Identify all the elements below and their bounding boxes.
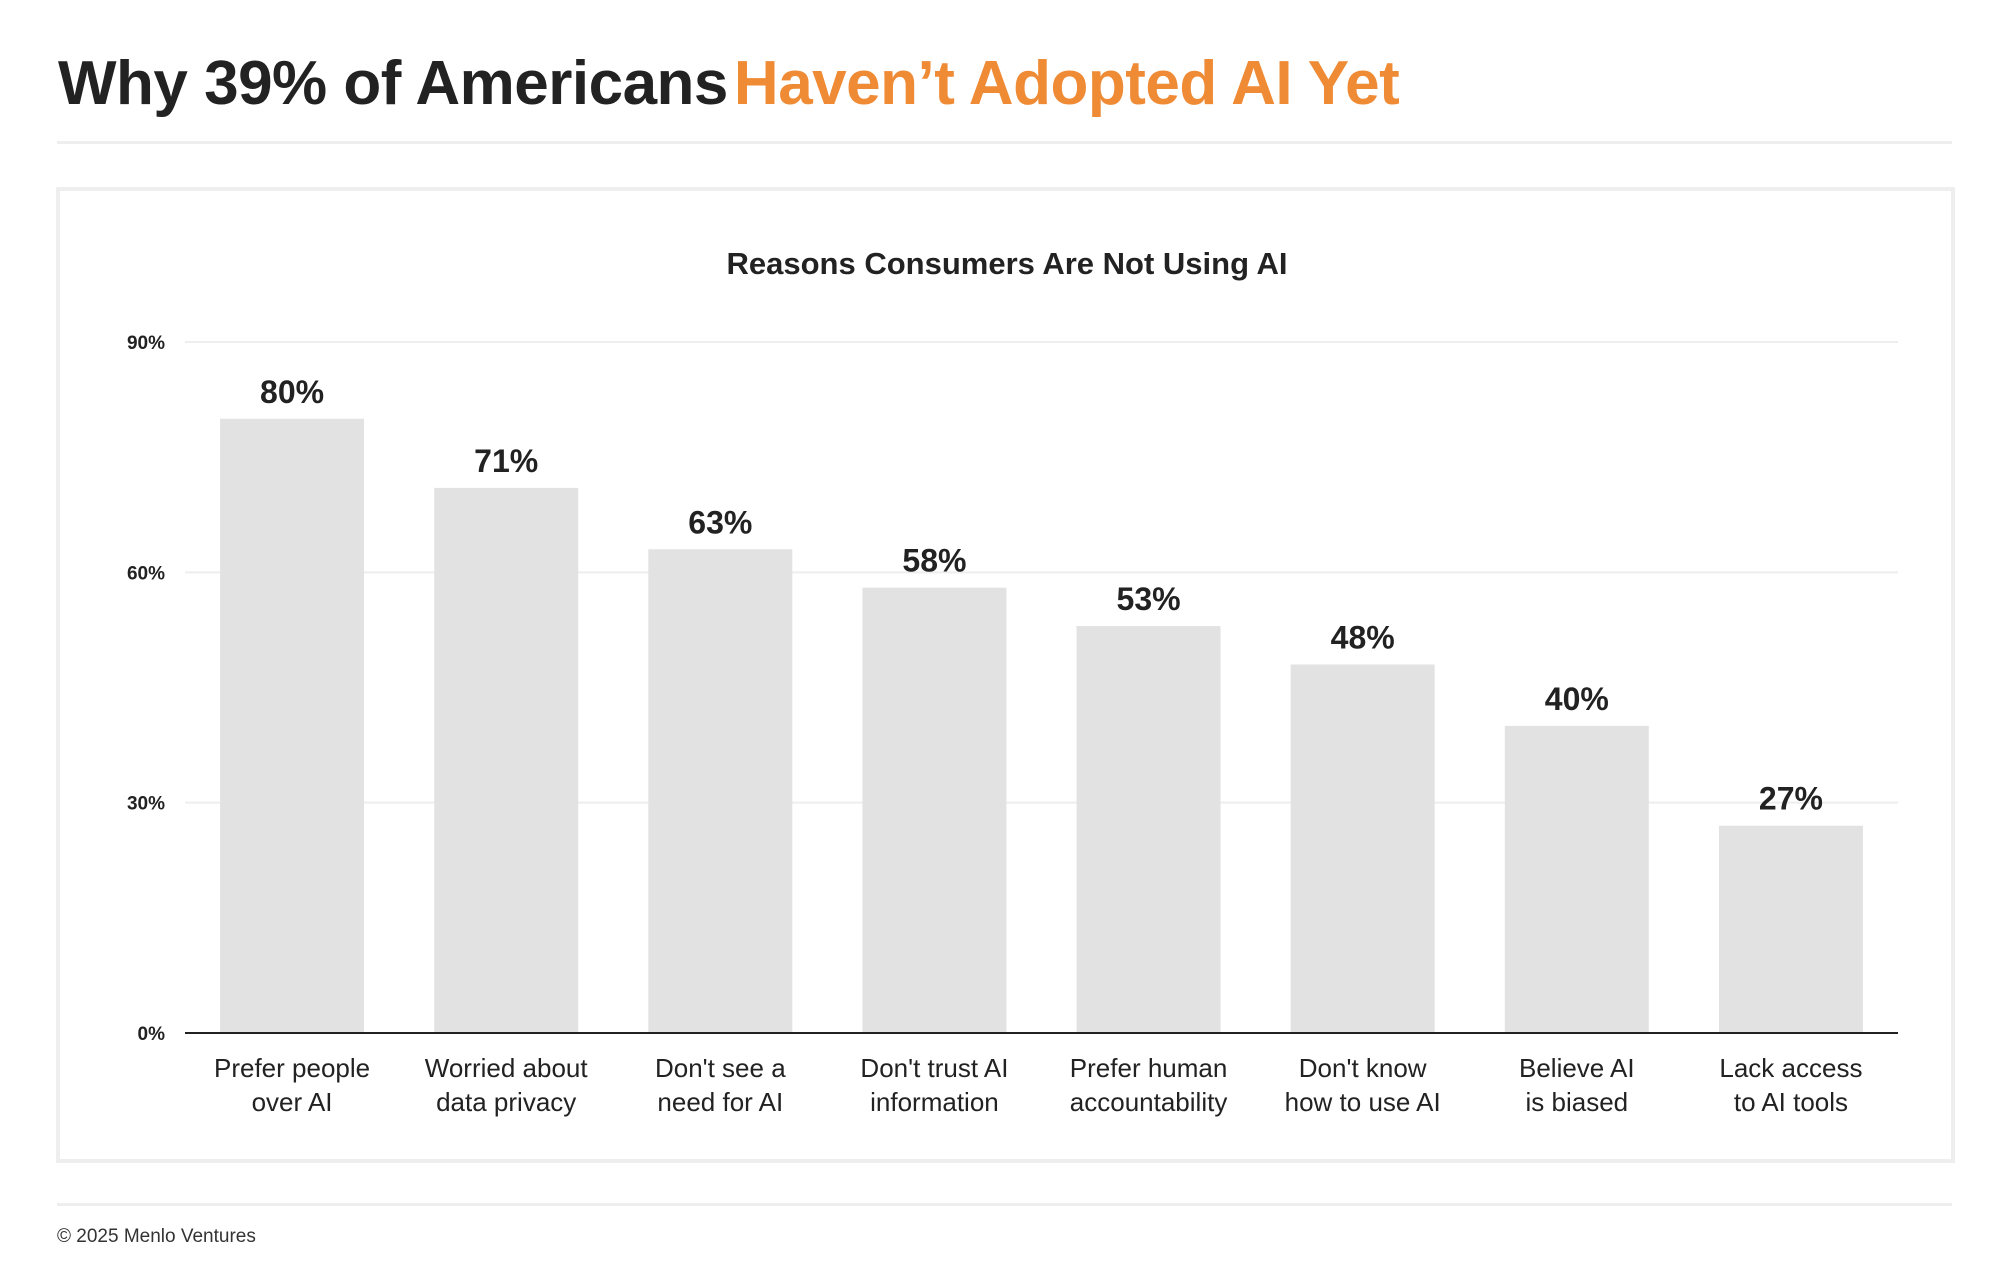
x-tick-label: is biased bbox=[1526, 1087, 1629, 1117]
page-title: Why 39% of AmericansHaven’t Adopted AI Y… bbox=[58, 44, 1400, 124]
y-tick-label: 30% bbox=[127, 794, 165, 815]
x-tick-label: Prefer people bbox=[214, 1053, 370, 1083]
bar-value-label: 40% bbox=[1545, 681, 1609, 717]
footer-divider bbox=[57, 1203, 1952, 1206]
copyright-notice: © 2025 Menlo Ventures bbox=[57, 1226, 256, 1247]
x-tick-label: need for AI bbox=[657, 1087, 783, 1117]
bar bbox=[862, 587, 1007, 1033]
y-tick-label: 90% bbox=[127, 333, 165, 354]
x-tick-label: data privacy bbox=[436, 1087, 576, 1117]
bar-value-label: 58% bbox=[902, 543, 966, 579]
bar-value-label: 80% bbox=[260, 374, 324, 410]
x-tick-label: how to use AI bbox=[1285, 1087, 1441, 1117]
bar bbox=[648, 549, 793, 1033]
x-tick-label: information bbox=[870, 1087, 999, 1117]
x-tick-label: to AI tools bbox=[1734, 1087, 1848, 1117]
x-tick-label: Worried about bbox=[425, 1053, 589, 1083]
bar bbox=[1290, 664, 1435, 1033]
bar-value-label: 48% bbox=[1331, 619, 1395, 655]
y-tick-label: 0% bbox=[138, 1024, 166, 1045]
x-tick-label: Don't trust AI bbox=[860, 1053, 1008, 1083]
bar bbox=[434, 487, 579, 1033]
bar-chart: Reasons Consumers Are Not Using AI 0% 30% 6… bbox=[127, 246, 1898, 1117]
bar bbox=[1076, 626, 1221, 1033]
bar bbox=[220, 418, 365, 1033]
bar bbox=[1504, 725, 1649, 1033]
bar bbox=[1718, 825, 1863, 1033]
x-tick-label: Don't see a bbox=[655, 1053, 786, 1083]
header-divider bbox=[57, 141, 1952, 144]
bar-value-label: 63% bbox=[688, 504, 752, 540]
bar-value-label: 27% bbox=[1759, 781, 1823, 817]
x-tick-label: Believe AI bbox=[1519, 1053, 1635, 1083]
chart-card: Reasons Consumers Are Not Using AI 0% 30% 6… bbox=[56, 187, 1955, 1163]
x-tick-label: Lack access bbox=[1719, 1053, 1862, 1083]
x-tick-label: over AI bbox=[252, 1087, 333, 1117]
x-tick-label: accountability bbox=[1070, 1087, 1228, 1117]
title-part-dark: Why 39% of Americans bbox=[58, 49, 728, 118]
x-tick-label: Don't know bbox=[1299, 1053, 1427, 1083]
x-tick-label: Prefer human bbox=[1070, 1053, 1228, 1083]
title-part-accent: Haven’t Adopted AI Yet bbox=[733, 49, 1400, 118]
y-tick-label: 60% bbox=[127, 563, 165, 584]
bar-value-label: 53% bbox=[1117, 581, 1181, 617]
bar-value-label: 71% bbox=[474, 443, 538, 479]
chart-title: Reasons Consumers Are Not Using AI bbox=[727, 246, 1288, 281]
